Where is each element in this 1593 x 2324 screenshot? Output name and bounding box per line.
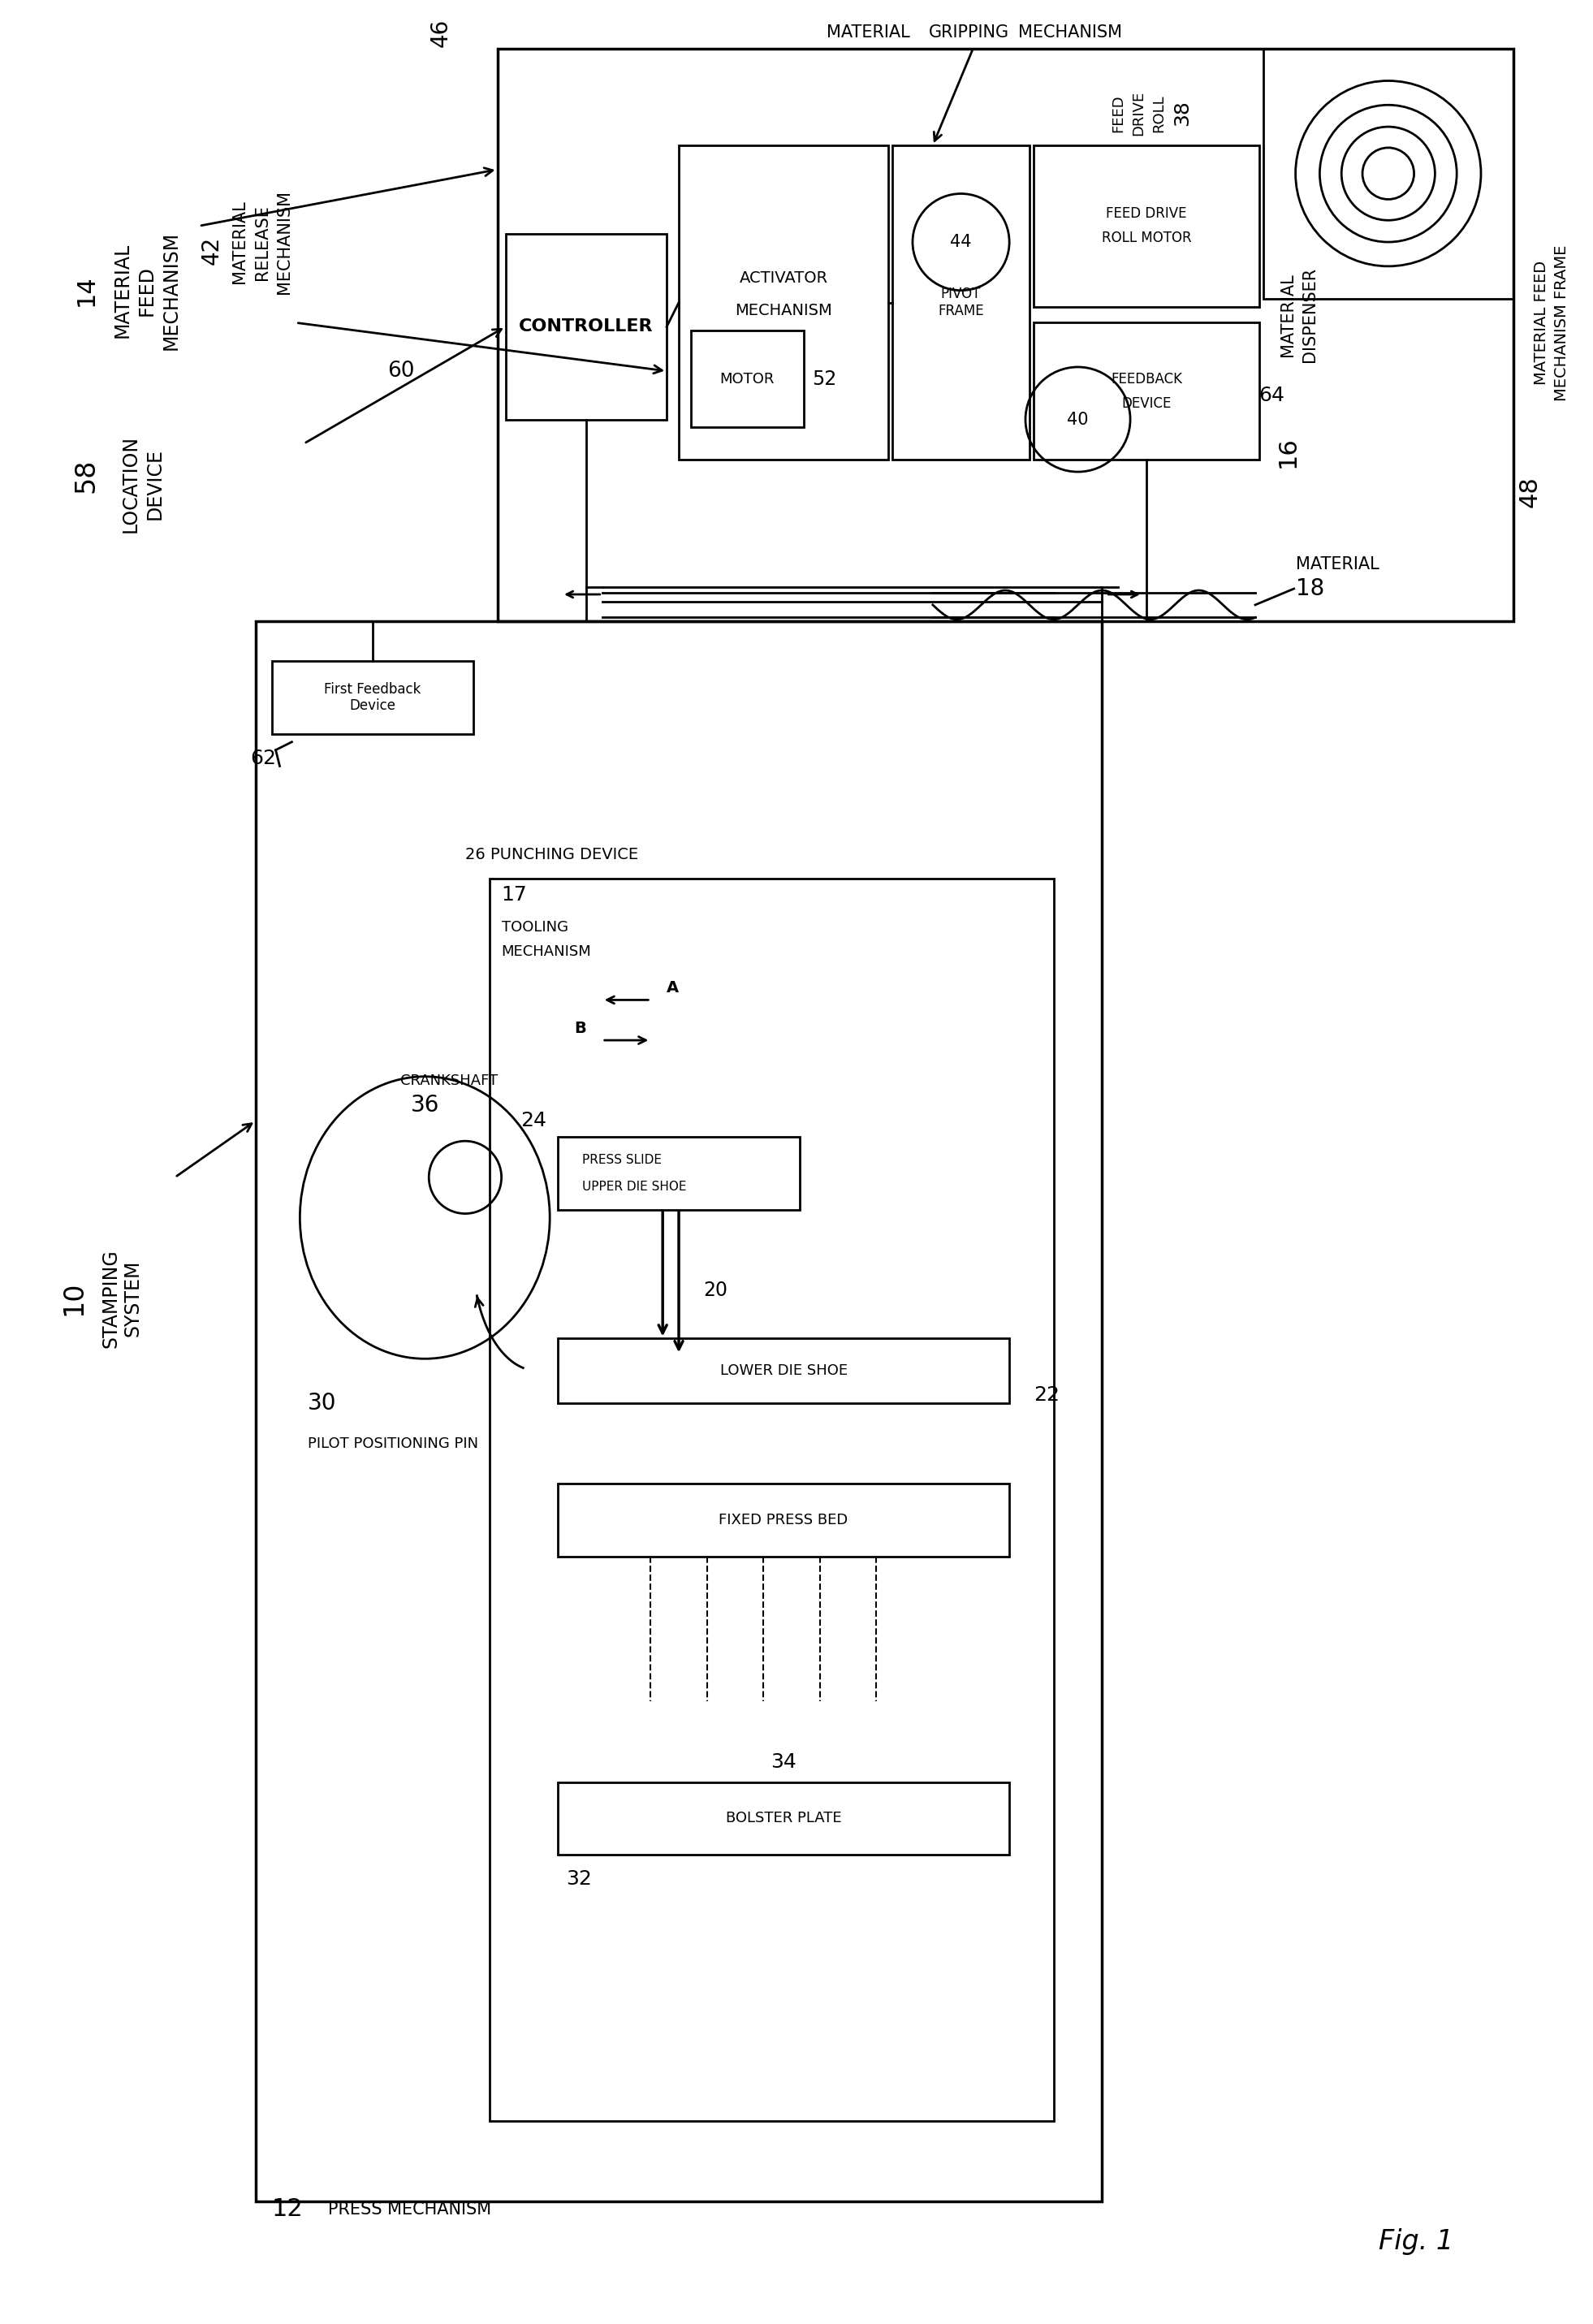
Text: MECHANISM FRAME: MECHANISM FRAME xyxy=(1553,244,1569,400)
Text: 20: 20 xyxy=(703,1281,728,1299)
Bar xyxy=(272,662,473,734)
Text: 48: 48 xyxy=(1518,476,1540,507)
Text: MECHANISM: MECHANISM xyxy=(502,944,591,960)
Text: FEEDBACK: FEEDBACK xyxy=(1110,372,1182,386)
Text: 44: 44 xyxy=(949,235,972,251)
Text: PIVOT
FRAME: PIVOT FRAME xyxy=(938,286,984,318)
Text: RELEASE: RELEASE xyxy=(253,205,271,279)
Bar xyxy=(1034,146,1258,307)
Bar xyxy=(1263,49,1513,297)
Text: 32: 32 xyxy=(566,1868,593,1889)
Text: LOCATION: LOCATION xyxy=(121,435,140,532)
Text: 38: 38 xyxy=(1172,100,1193,125)
Text: MATERIAL: MATERIAL xyxy=(1279,272,1295,356)
Text: CRANKSHAFT: CRANKSHAFT xyxy=(400,1074,497,1088)
Text: STAMPING: STAMPING xyxy=(100,1248,119,1348)
Text: PRESS SLIDE: PRESS SLIDE xyxy=(581,1153,661,1167)
Bar xyxy=(691,330,804,428)
Bar xyxy=(679,146,889,460)
Text: A: A xyxy=(667,981,679,995)
Text: DISPENSER: DISPENSER xyxy=(1301,267,1317,363)
Text: MECHANISM: MECHANISM xyxy=(277,191,293,295)
Text: DRIVE: DRIVE xyxy=(1131,91,1145,135)
Text: MATERIAL: MATERIAL xyxy=(1295,555,1380,572)
Text: 16: 16 xyxy=(1276,437,1300,467)
Text: 30: 30 xyxy=(307,1392,336,1415)
Text: TOOLING: TOOLING xyxy=(502,920,569,934)
Text: SYSTEM: SYSTEM xyxy=(123,1260,143,1336)
Bar xyxy=(558,1136,800,1208)
Bar xyxy=(497,49,1513,621)
Text: 58: 58 xyxy=(73,458,100,493)
Text: 40: 40 xyxy=(1067,411,1088,428)
Text: 24: 24 xyxy=(521,1111,546,1129)
Text: PILOT POSITIONING PIN: PILOT POSITIONING PIN xyxy=(307,1436,478,1450)
Text: Fig. 1: Fig. 1 xyxy=(1380,2229,1454,2254)
Bar xyxy=(1034,323,1258,460)
Text: ACTIVATOR: ACTIVATOR xyxy=(739,270,828,286)
Text: ROLL MOTOR: ROLL MOTOR xyxy=(1101,230,1192,246)
Text: 14: 14 xyxy=(75,274,99,307)
Bar xyxy=(892,146,1029,460)
Text: 52: 52 xyxy=(812,370,836,388)
Text: 12: 12 xyxy=(272,2199,303,2222)
Bar xyxy=(558,1783,1010,1855)
Text: FIXED PRESS BED: FIXED PRESS BED xyxy=(718,1513,847,1527)
Text: MATERIAL: MATERIAL xyxy=(231,200,247,284)
Text: FEED: FEED xyxy=(137,265,156,316)
Text: B: B xyxy=(573,1020,586,1037)
Text: BOLSTER PLATE: BOLSTER PLATE xyxy=(726,1810,841,1827)
Bar xyxy=(558,1483,1010,1557)
Text: FEED DRIVE: FEED DRIVE xyxy=(1106,207,1187,221)
Text: CONTROLLER: CONTROLLER xyxy=(519,318,653,335)
Text: 60: 60 xyxy=(387,360,414,381)
Text: MECHANISM: MECHANISM xyxy=(1018,23,1121,40)
Bar xyxy=(505,235,667,418)
Text: MECHANISM: MECHANISM xyxy=(161,230,180,349)
Text: 62: 62 xyxy=(250,748,277,767)
Text: ROLL: ROLL xyxy=(1152,93,1166,132)
Text: MATERIAL FEED: MATERIAL FEED xyxy=(1534,260,1548,386)
Text: PRESS MECHANISM: PRESS MECHANISM xyxy=(328,2201,491,2217)
Bar xyxy=(489,878,1053,2122)
Text: 64: 64 xyxy=(1258,386,1284,404)
Text: 18: 18 xyxy=(1295,576,1324,600)
Text: DEVICE: DEVICE xyxy=(1121,395,1171,411)
Text: MECHANISM: MECHANISM xyxy=(734,302,832,318)
Text: DEVICE: DEVICE xyxy=(145,449,164,521)
Text: MATERIAL: MATERIAL xyxy=(827,23,910,40)
Text: FEED: FEED xyxy=(1110,93,1126,132)
Text: GRIPPING: GRIPPING xyxy=(929,23,1010,40)
Text: First Feedback
Device: First Feedback Device xyxy=(323,681,421,713)
Text: 22: 22 xyxy=(1034,1385,1059,1404)
Bar xyxy=(558,1339,1010,1404)
Text: MOTOR: MOTOR xyxy=(720,372,774,386)
Text: MATERIAL: MATERIAL xyxy=(113,242,132,337)
Text: 10: 10 xyxy=(61,1281,88,1315)
Text: 17: 17 xyxy=(502,885,527,904)
Text: 36: 36 xyxy=(411,1092,440,1116)
Text: 46: 46 xyxy=(430,19,452,46)
Text: UPPER DIE SHOE: UPPER DIE SHOE xyxy=(581,1181,687,1192)
Text: 34: 34 xyxy=(771,1752,796,1771)
Bar xyxy=(255,621,1102,2201)
Text: 26 PUNCHING DEVICE: 26 PUNCHING DEVICE xyxy=(465,846,639,862)
Text: 42: 42 xyxy=(199,235,223,265)
Text: LOWER DIE SHOE: LOWER DIE SHOE xyxy=(720,1364,847,1378)
